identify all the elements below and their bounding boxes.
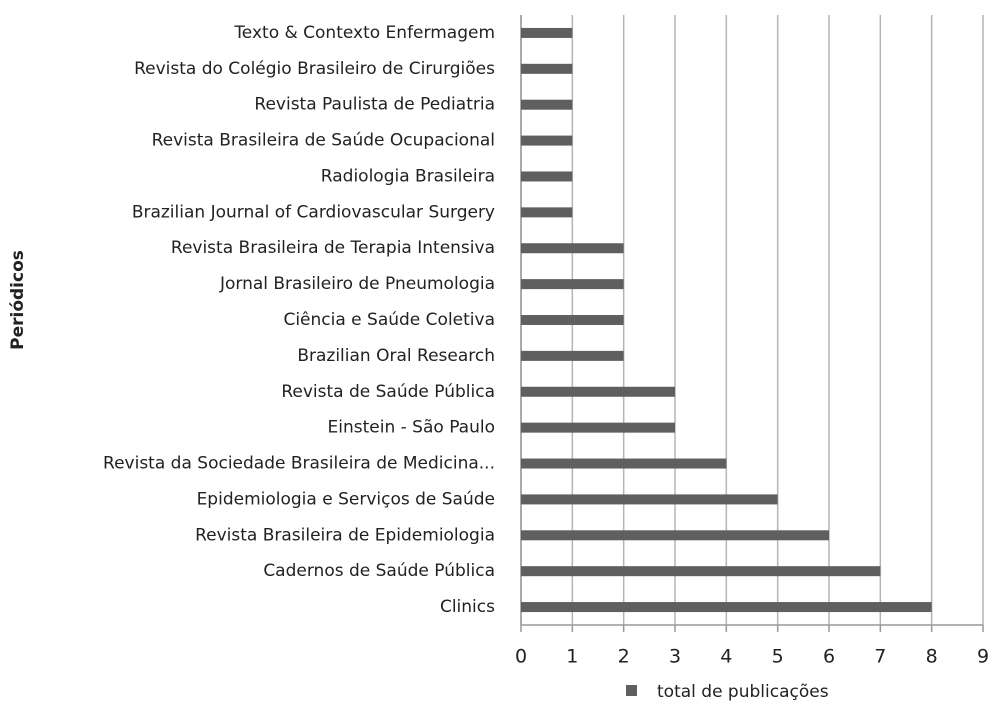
y-tick-label: Texto & Contexto Enfermagem — [233, 23, 495, 43]
bar — [521, 530, 829, 541]
y-tick-label: Epidemiologia e Serviços de Saúde — [197, 489, 495, 509]
bar — [521, 422, 675, 433]
y-tick-label: Cadernos de Saúde Pública — [263, 561, 495, 581]
x-tick-label: 3 — [669, 646, 681, 668]
legend-swatch — [626, 685, 637, 696]
y-tick-label: Revista do Colégio Brasileiro de Cirurgi… — [134, 59, 495, 79]
y-tick-label: Revista Brasileira de Saúde Ocupacional — [152, 131, 495, 151]
bar — [521, 279, 624, 290]
y-tick-label: Brazilian Journal of Cardiovascular Surg… — [132, 202, 495, 222]
x-tick-label: 1 — [566, 646, 578, 668]
x-tick-label: 9 — [977, 646, 989, 668]
x-tick-label: 8 — [926, 646, 938, 668]
y-axis-label: Periódicos — [8, 250, 28, 350]
legend-label: total de publicações — [657, 682, 829, 702]
y-tick-label: Einstein - São Paulo — [328, 418, 495, 438]
y-tick-label: Ciência e Saúde Coletiva — [283, 310, 495, 330]
bar — [521, 27, 573, 38]
bar — [521, 135, 573, 146]
y-tick-label: Brazilian Oral Research — [297, 346, 495, 366]
bar — [521, 386, 675, 397]
y-tick-label: Revista Paulista de Pediatria — [254, 95, 495, 115]
bar — [521, 350, 624, 361]
y-tick-label: Revista Brasileira de Terapia Intensiva — [171, 238, 495, 258]
bar — [521, 458, 727, 469]
y-tick-label: Revista da Sociedade Brasileira de Medic… — [103, 454, 495, 474]
x-tick-label: 2 — [618, 646, 630, 668]
y-tick-label: Clinics — [440, 597, 495, 617]
y-tick-label: Revista de Saúde Pública — [281, 382, 495, 402]
bar — [521, 171, 573, 182]
bar — [521, 63, 573, 74]
x-tick-label: 4 — [720, 646, 732, 668]
y-tick-label: Jornal Brasileiro de Pneumologia — [219, 274, 495, 294]
y-tick-label: Revista Brasileira de Epidemiologia — [195, 525, 495, 545]
bar — [521, 602, 932, 613]
x-tick-label: 5 — [772, 646, 784, 668]
bar — [521, 494, 778, 505]
y-tick-label: Radiologia Brasileira — [321, 166, 495, 186]
x-tick-label: 0 — [515, 646, 527, 668]
bar — [521, 207, 573, 218]
bar — [521, 566, 881, 577]
bar — [521, 243, 624, 254]
bar — [521, 99, 573, 110]
bar — [521, 315, 624, 325]
x-tick-label: 6 — [823, 646, 835, 668]
x-tick-label: 7 — [874, 646, 886, 668]
